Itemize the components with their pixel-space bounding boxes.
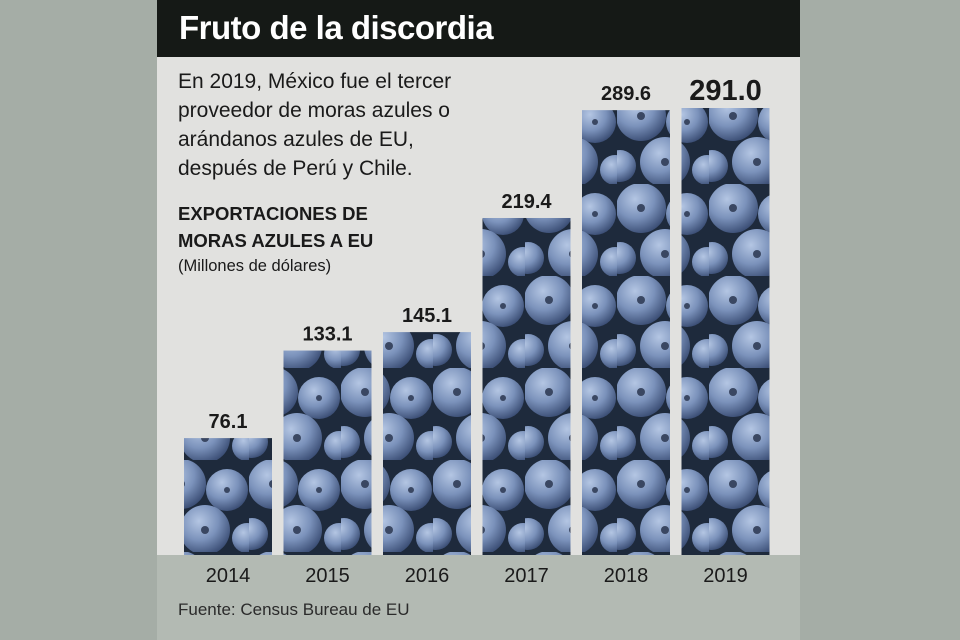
year-label-2015: 2015 bbox=[305, 565, 350, 587]
bar-2017 bbox=[482, 217, 571, 555]
title-bar: Fruto de la discordia bbox=[157, 0, 800, 57]
year-label-2017: 2017 bbox=[504, 565, 549, 587]
bar-2014 bbox=[184, 438, 272, 555]
year-label-2018: 2018 bbox=[604, 565, 649, 587]
footer-band bbox=[157, 555, 800, 640]
chart-title: Fruto de la discordia bbox=[179, 9, 494, 46]
series-title: EXPORTACIONES DE MORAS AZULES A EU bbox=[178, 203, 374, 251]
source-note: Fuente: Census Bureau de EU bbox=[178, 600, 410, 619]
bar-chart: 76.1 2014 133.1 2015 145.1 2016 219.4 2017 289.6… bbox=[184, 75, 770, 587]
value-label-2014: 76.1 bbox=[209, 411, 248, 433]
value-label-2019: 291.0 bbox=[689, 75, 762, 107]
year-label-2014: 2014 bbox=[206, 565, 251, 587]
bar-2019 bbox=[681, 108, 770, 555]
value-label-2018: 289.6 bbox=[601, 83, 651, 105]
bar-2015 bbox=[283, 350, 372, 555]
bar-2018 bbox=[582, 110, 670, 555]
bar-2016 bbox=[383, 332, 471, 555]
unit-note: (Millones de dólares) bbox=[178, 257, 332, 275]
value-label-2015: 133.1 bbox=[302, 324, 352, 346]
year-label-2019: 2019 bbox=[703, 565, 748, 587]
year-label-2016: 2016 bbox=[405, 565, 450, 587]
value-label-2017: 219.4 bbox=[501, 191, 552, 213]
bars-group: 76.1 2014 133.1 2015 145.1 2016 219.4 2017 289.6… bbox=[184, 75, 770, 587]
intro-text: En 2019, México fue el tercer proveedor … bbox=[178, 70, 452, 180]
value-label-2016: 145.1 bbox=[402, 305, 452, 327]
infographic-panel: Fruto de la discordia En 2019, México fu… bbox=[157, 0, 800, 640]
